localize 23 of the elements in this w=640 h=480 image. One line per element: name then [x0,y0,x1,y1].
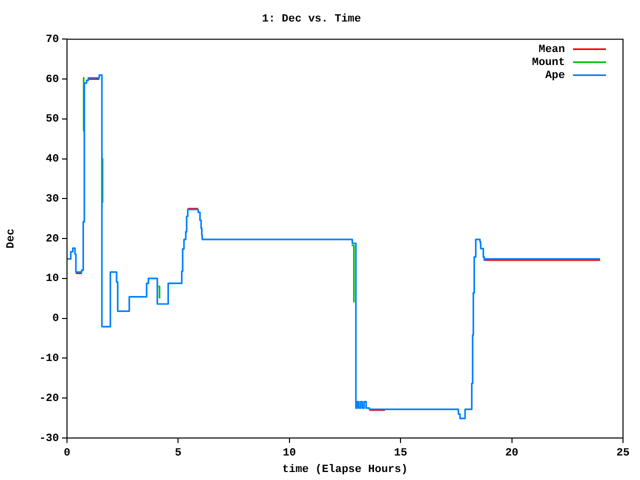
legend-label: Mount [532,56,565,69]
y-tick-label: 60 [46,74,59,86]
x-tick-label: 0 [64,447,70,460]
y-tick-label: -10 [39,353,59,366]
legend-label: Mean [538,44,565,56]
y-tick-label: 70 [46,34,59,46]
y-axis-title: Dec [5,228,18,249]
x-tick-label: 15 [394,447,408,460]
x-tick-label: 5 [174,447,182,460]
legend-label: Ape [545,70,566,82]
y-tick-label: 10 [46,273,59,286]
x-tick-label: 10 [282,447,296,460]
x-axis-title: time (Elapse Hours) [282,464,408,476]
y-tick-label: 30 [46,193,59,206]
x-tick-label: 20 [505,447,518,460]
chart-title: 1: Dec vs. Time [262,13,362,26]
y-tick-label: 0 [52,313,59,326]
y-tick-label: -30 [39,432,59,445]
y-tick-label: -20 [39,392,59,405]
y-tick-label: 50 [46,114,59,126]
y-tick-label: 40 [46,154,59,166]
x-tick-label: 25 [616,447,630,460]
y-tick-label: 20 [46,233,59,246]
